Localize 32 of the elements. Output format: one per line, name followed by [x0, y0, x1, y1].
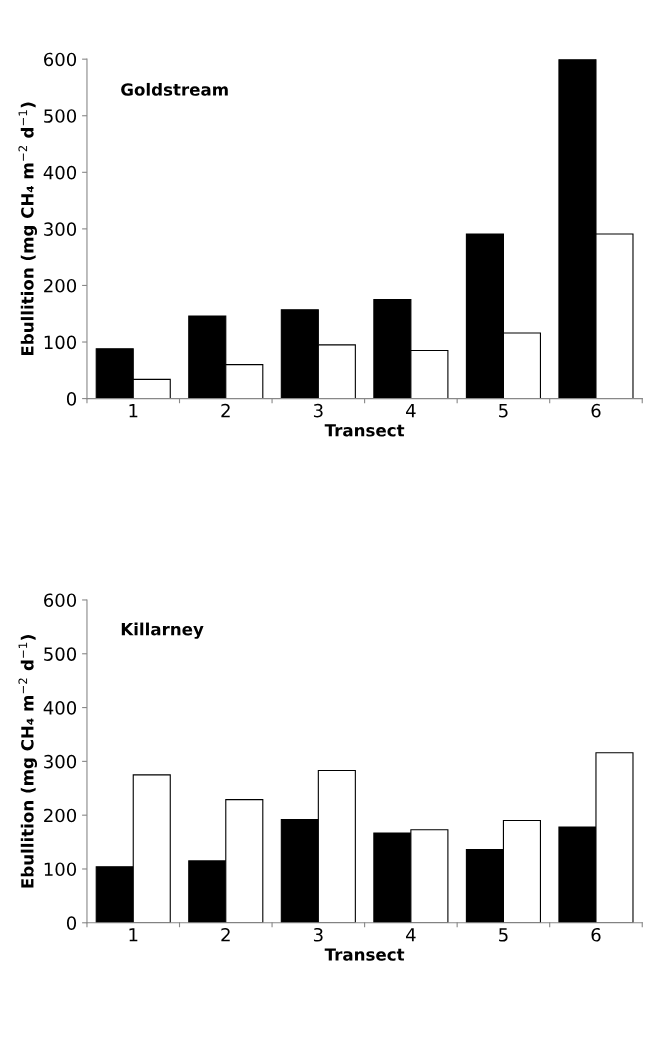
x-tick-label: 1 — [129, 404, 138, 418]
y-tick-label: 100 — [44, 862, 77, 877]
y-tick-label: 0 — [66, 916, 77, 930]
x-tick-label: 1 — [129, 928, 138, 942]
x-tick-label: 5 — [499, 404, 508, 418]
x-tick-label: 6 — [591, 403, 601, 418]
y-tick-label: 200 — [44, 808, 77, 823]
y-tick-label: 600 — [44, 593, 77, 608]
y-tick-label: 0 — [66, 392, 77, 406]
y-tick-label: 600 — [44, 52, 77, 67]
x-tick-label: 5 — [499, 928, 508, 942]
y-axis-title: Ebullition (mg CH₄ m$^{−2}$ d$^{−1}$) — [18, 102, 38, 356]
x-axis-title: Transect — [324, 948, 405, 961]
x-tick-label: 4 — [406, 404, 416, 418]
x-tick-label: 3 — [313, 403, 323, 418]
x-tick-label: 2 — [221, 403, 230, 418]
y-tick-label: 500 — [44, 109, 77, 123]
y-tick-label: 200 — [44, 278, 77, 293]
x-tick-label: 6 — [591, 927, 601, 942]
y-axis-title: Ebullition (mg CH₄ m$^{−2}$ d$^{−1}$) — [18, 635, 38, 888]
x-tick-label: 3 — [313, 927, 323, 942]
x-axis-title: Transect — [324, 424, 405, 437]
y-tick-label: 300 — [44, 222, 77, 236]
y-tick-label: 100 — [44, 335, 77, 350]
x-tick-label: 4 — [406, 928, 416, 942]
text: Goldstream — [121, 82, 228, 96]
y-tick-label: 400 — [43, 701, 77, 715]
text: Killarney — [121, 622, 204, 639]
y-tick-label: 300 — [44, 754, 77, 769]
y-tick-label: 400 — [43, 165, 77, 180]
x-tick-label: 2 — [221, 927, 230, 942]
y-tick-label: 500 — [44, 647, 77, 661]
